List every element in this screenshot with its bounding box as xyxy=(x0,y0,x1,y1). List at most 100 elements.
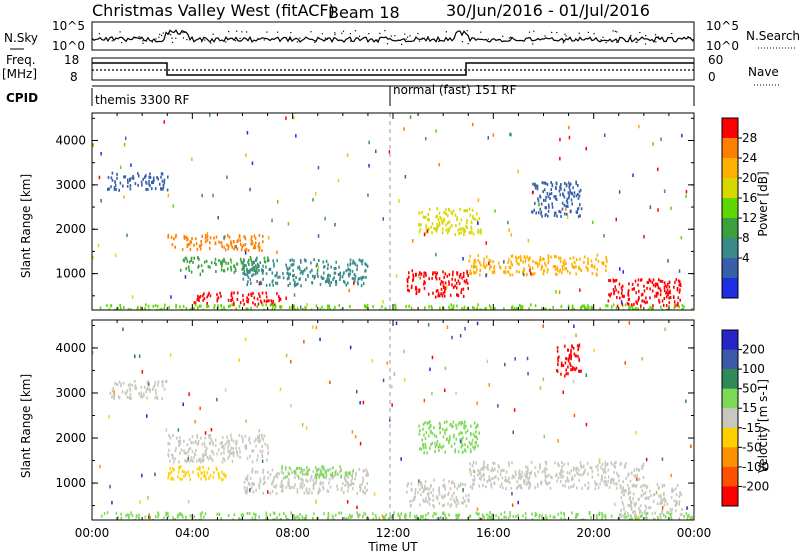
scatter-cell xyxy=(175,446,177,450)
scatter-cell xyxy=(457,484,460,488)
scatter-cell xyxy=(333,271,336,275)
scatter-cell xyxy=(300,467,302,471)
scatter-cell xyxy=(570,348,572,352)
scatter-cell xyxy=(548,481,551,485)
scatter-cell xyxy=(425,431,427,435)
scatter-cell xyxy=(436,227,439,231)
isolated-echo xyxy=(557,439,559,443)
scatter-cell xyxy=(430,424,432,428)
scatter-cell xyxy=(609,279,612,283)
scatter-cell xyxy=(236,291,239,295)
scatter-cell xyxy=(527,479,530,483)
scatter-cell xyxy=(544,471,546,475)
scatter-cell xyxy=(556,479,558,483)
scatter-cell xyxy=(658,300,661,304)
scatter-cell xyxy=(452,308,455,310)
scatter-cell xyxy=(561,465,563,469)
scatter-cell xyxy=(269,491,272,495)
scatter-cell xyxy=(541,307,543,310)
scatter-cell xyxy=(191,458,193,462)
velocity-scatter xyxy=(92,321,693,520)
scatter-cell xyxy=(646,516,648,520)
scatter-cell xyxy=(156,304,159,308)
scatter-cell xyxy=(676,286,679,290)
scatter-cell xyxy=(366,264,369,268)
isolated-echo xyxy=(329,380,331,385)
scatter-cell xyxy=(126,395,129,399)
scatter-cell xyxy=(424,436,427,440)
scatter-cell xyxy=(568,185,570,189)
scatter-cell xyxy=(254,241,257,245)
scatter-cell xyxy=(672,488,675,492)
scatter-cell xyxy=(191,237,193,241)
scatter-cell xyxy=(595,272,598,276)
scatter-cell xyxy=(257,302,260,306)
scatter-cell xyxy=(596,268,598,272)
noise-search-dot xyxy=(671,32,673,35)
scatter-cell xyxy=(668,296,670,300)
scatter-cell xyxy=(138,392,140,396)
scatter-cell xyxy=(479,469,481,473)
scatter-cell xyxy=(494,475,496,479)
scatter-cell xyxy=(259,299,262,303)
isolated-echo xyxy=(184,275,187,279)
scatter-cell xyxy=(552,305,554,309)
scatter-cell xyxy=(341,482,344,485)
scatter-cell xyxy=(227,449,229,453)
scatter-cell xyxy=(246,268,248,272)
scatter-cell xyxy=(654,284,657,288)
scatter-cell xyxy=(285,263,287,267)
scatter-cell xyxy=(614,461,616,464)
scatter-cell xyxy=(193,515,195,519)
scatter-cell xyxy=(500,512,502,516)
noise-search-dot xyxy=(405,38,407,40)
scatter-cell xyxy=(169,471,172,475)
scatter-cell xyxy=(475,435,477,439)
scatter-cell xyxy=(473,259,476,263)
freq-left-label-2: [MHz] xyxy=(2,67,37,81)
scatter-cell xyxy=(405,305,407,308)
scatter-cell xyxy=(169,459,171,463)
scatter-cell xyxy=(446,427,448,431)
scatter-cell xyxy=(516,257,518,261)
scatter-cell xyxy=(122,184,124,188)
isolated-echo xyxy=(539,386,542,390)
scatter-cell xyxy=(241,245,243,249)
noise-search-dot xyxy=(324,37,326,39)
scatter-cell xyxy=(344,517,346,520)
scatter-cell xyxy=(281,486,284,490)
scatter-cell xyxy=(465,494,467,498)
scatter-cell xyxy=(199,295,202,298)
scatter-cell xyxy=(443,294,446,298)
scatter-cell xyxy=(194,301,197,305)
isolated-echo xyxy=(413,497,415,502)
colorbar-tick-label: 12 xyxy=(742,211,757,225)
scatter-cell xyxy=(362,490,364,494)
scatter-cell xyxy=(315,476,318,480)
scatter-cell xyxy=(176,436,178,440)
scatter-cell xyxy=(488,258,491,262)
scatter-cell xyxy=(576,211,579,215)
scatter-cell xyxy=(483,478,485,482)
scatter-cell xyxy=(162,380,164,384)
scatter-cell xyxy=(354,274,357,278)
scatter-cell xyxy=(235,440,238,444)
scatter-cell xyxy=(473,474,476,478)
scatter-cell xyxy=(665,295,668,299)
scatter-cell xyxy=(169,436,172,440)
scatter-cell xyxy=(322,276,325,280)
scatter-cell xyxy=(261,455,264,458)
scatter-cell xyxy=(275,492,278,496)
scatter-cell xyxy=(663,281,666,285)
scatter-cell xyxy=(665,291,667,295)
scatter-cell xyxy=(322,473,325,477)
scatter-cell xyxy=(486,480,489,484)
scatter-cell xyxy=(621,491,623,494)
isolated-echo xyxy=(635,431,637,435)
scatter-cell xyxy=(572,485,574,489)
scatter-cell xyxy=(318,475,320,479)
scatter-cell xyxy=(602,468,604,472)
scatter-cell xyxy=(252,512,255,516)
colorbar-cell xyxy=(722,198,738,219)
scatter-cell xyxy=(194,453,197,457)
